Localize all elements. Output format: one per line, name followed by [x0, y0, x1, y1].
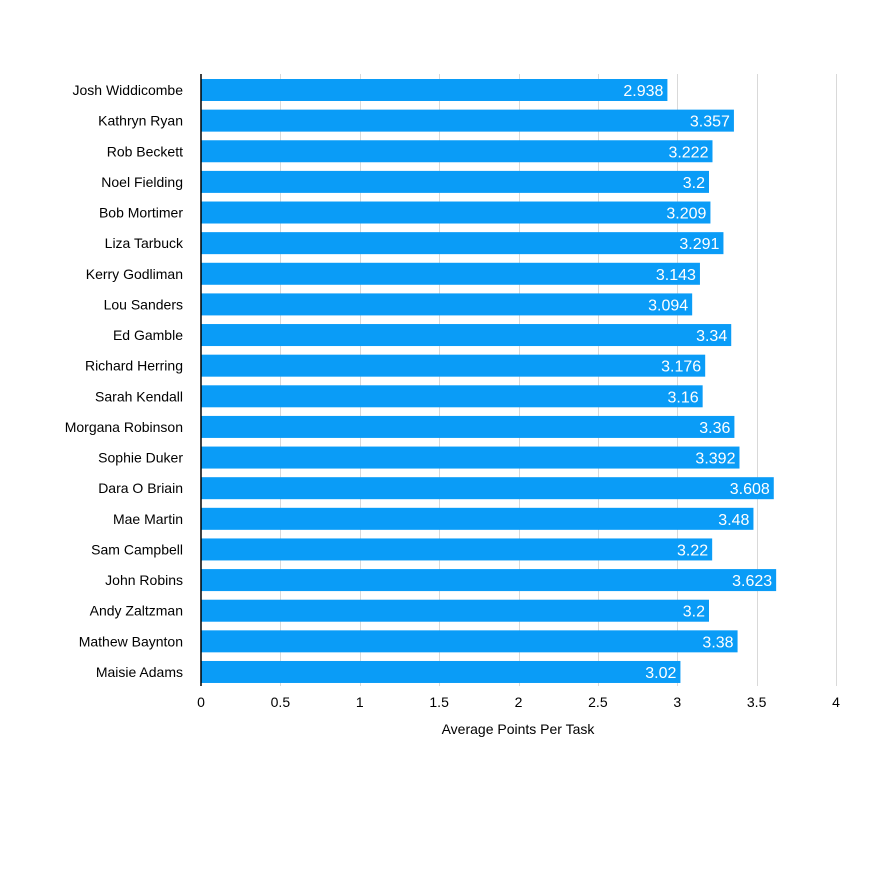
bar-value-label: 3.209: [666, 206, 706, 223]
category-label: Richard Herring: [85, 358, 183, 374]
x-tick-label: 1.5: [429, 694, 449, 710]
bar: [201, 569, 777, 592]
category-label: Liza Tarbuck: [105, 235, 184, 251]
bar: [201, 140, 713, 163]
bar: [201, 262, 700, 285]
x-tick-label: 3: [673, 694, 681, 710]
category-label: Noel Fielding: [101, 174, 183, 190]
bar-value-label: 3.176: [661, 359, 701, 376]
bar-value-label: 3.291: [679, 236, 719, 253]
bar-value-label: 3.608: [730, 481, 770, 498]
bar: [201, 415, 735, 438]
category-label: Mathew Baynton: [79, 633, 183, 649]
bar: [201, 446, 740, 469]
x-tick-label: 2.5: [588, 694, 608, 710]
category-label: Josh Widdicombe: [73, 82, 184, 98]
bars: 2.938 3.357 3.222 3.2 3.209 3.291 3.143 3.094 3.…: [201, 79, 777, 683]
bar-value-label: 3.34: [696, 328, 727, 345]
category-label: Sarah Kendall: [95, 388, 183, 404]
category-label: Dara O Briain: [98, 480, 183, 496]
bar-value-label: 3.36: [699, 420, 730, 437]
bar: [201, 630, 738, 653]
category-label: Sam Campbell: [91, 541, 183, 557]
bar: [201, 201, 711, 224]
x-tick-label: 0.5: [271, 694, 291, 710]
category-label: Kerry Godliman: [86, 266, 183, 282]
bar: [201, 477, 774, 500]
category-label: Ed Gamble: [113, 327, 183, 343]
bar-value-label: 3.094: [648, 297, 688, 314]
category-label: John Robins: [105, 572, 183, 588]
category-label: Sophie Duker: [98, 450, 183, 466]
bar: [201, 232, 724, 255]
bar: [201, 538, 713, 561]
bar: [201, 170, 709, 193]
bar-value-label: 3.2: [683, 604, 705, 621]
bar-value-label: 3.2: [683, 175, 705, 192]
x-tick-label: 4: [832, 694, 840, 710]
category-label: Kathryn Ryan: [98, 113, 183, 129]
x-tick-labels: 0 0.5 1 1.5 2 2.5 3 3.5 4: [197, 694, 840, 710]
x-tick-label: 1: [356, 694, 364, 710]
bar: [201, 293, 693, 316]
x-tick-label: 3.5: [747, 694, 767, 710]
bar-value-label: 3.222: [668, 144, 708, 161]
bar-value-label: 3.623: [732, 573, 772, 590]
category-label: Bob Mortimer: [99, 205, 183, 221]
bar-value-label: 3.48: [718, 512, 749, 529]
bar: [201, 79, 668, 101]
bar-value-label: 3.357: [690, 114, 730, 131]
x-tick-label: 0: [197, 694, 205, 710]
x-tick-label: 2: [515, 694, 523, 710]
bar: [201, 660, 681, 683]
category-labels: Josh Widdicombe Kathryn Ryan Rob Beckett No…: [65, 82, 184, 680]
category-label: Rob Beckett: [107, 143, 183, 159]
gridlines: [280, 74, 837, 686]
bar: [201, 109, 734, 132]
category-label: Morgana Robinson: [65, 419, 183, 435]
bar: [201, 599, 709, 622]
bar-value-label: 3.38: [702, 634, 733, 651]
bar-value-label: 2.938: [623, 83, 663, 100]
bar: [201, 507, 754, 530]
category-label: Mae Martin: [113, 511, 183, 527]
bar-value-label: 3.22: [677, 542, 708, 559]
category-label: Lou Sanders: [104, 296, 183, 312]
bar-value-label: 3.02: [645, 665, 676, 682]
bar-value-label: 3.143: [656, 267, 696, 284]
category-label: Andy Zaltzman: [90, 603, 183, 619]
x-axis-title: Average Points Per Task: [442, 721, 596, 737]
bar: [201, 385, 703, 408]
bar-value-label: 3.392: [695, 451, 735, 468]
category-label: Maisie Adams: [96, 664, 183, 680]
bar: [201, 324, 732, 347]
bar-value-label: 3.16: [668, 389, 699, 406]
bar: [201, 354, 706, 377]
